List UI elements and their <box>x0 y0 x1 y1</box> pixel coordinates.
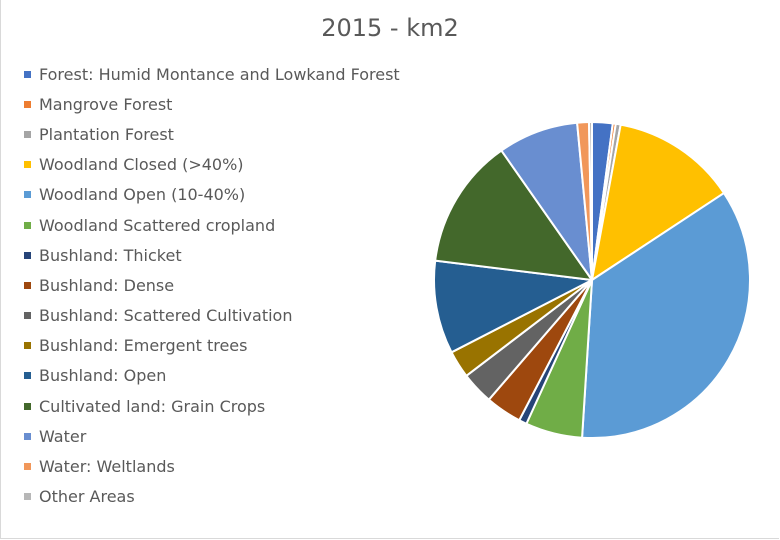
legend-swatch <box>24 342 31 350</box>
legend-swatch <box>24 100 31 108</box>
legend-swatch <box>24 493 31 501</box>
legend-item: Cultivated land: Grain Crops <box>24 391 404 421</box>
legend-item: Bushland: Thicket <box>24 240 404 270</box>
legend-item: Mangrove Forest <box>24 89 404 119</box>
legend-label: Bushland: Scattered Cultivation <box>39 306 293 326</box>
legend-swatch <box>24 191 31 199</box>
legend-label: Forest: Humid Montance and Lowkand Fores… <box>39 64 400 84</box>
pie-slice <box>581 192 752 440</box>
legend-item: Bushland: Open <box>24 361 404 391</box>
legend-swatch <box>24 402 31 410</box>
legend-item: Other Areas <box>24 482 404 512</box>
legend-item: Forest: Humid Montance and Lowkand Fores… <box>24 59 404 89</box>
legend-swatch <box>24 130 31 138</box>
legend-swatch <box>24 463 31 471</box>
legend-label: Plantation Forest <box>39 124 174 144</box>
legend-item: Bushland: Dense <box>24 270 404 300</box>
legend-item: Woodland Open (10-40%) <box>24 180 404 210</box>
legend-label: Bushland: Dense <box>39 275 175 295</box>
legend-swatch <box>24 161 31 169</box>
pie-slice <box>588 121 593 281</box>
pie-slice <box>434 149 593 281</box>
legend-label: Cultivated land: Grain Crops <box>39 396 266 416</box>
legend-item: Water <box>24 421 404 451</box>
legend: Forest: Humid Montance and Lowkand Fores… <box>24 59 404 512</box>
legend-label: Woodland Open (10-40%) <box>39 185 246 205</box>
legend-item: Woodland Closed (>40%) <box>24 150 404 180</box>
legend-label: Woodland Closed (>40%) <box>39 155 244 175</box>
legend-swatch <box>24 312 31 320</box>
legend-label: Bushland: Open <box>39 366 167 386</box>
legend-label: Woodland Scattered cropland <box>39 215 276 235</box>
pie-slice <box>591 123 725 281</box>
legend-swatch <box>24 432 31 440</box>
legend-swatch <box>24 251 31 259</box>
legend-swatch <box>24 221 31 229</box>
legend-item: Water: Weltlands <box>24 451 404 481</box>
legend-swatch <box>24 372 31 380</box>
legend-item: Plantation Forest <box>24 119 404 149</box>
legend-item: Bushland: Emergent trees <box>24 331 404 361</box>
pie-slice <box>433 259 593 354</box>
legend-label: Water: Weltlands <box>39 457 175 477</box>
legend-swatch <box>24 281 31 289</box>
legend-item: Woodland Scattered cropland <box>24 210 404 240</box>
chart-title: 2015 - km2 <box>321 14 459 42</box>
legend-label: Bushland: Thicket <box>39 245 182 265</box>
legend-swatch <box>24 70 31 78</box>
legend-label: Other Areas <box>39 487 135 507</box>
legend-item: Bushland: Scattered Cultivation <box>24 301 404 331</box>
legend-label: Water <box>39 426 87 446</box>
legend-label: Mangrove Forest <box>39 94 173 114</box>
legend-label: Bushland: Emergent trees <box>39 336 248 356</box>
